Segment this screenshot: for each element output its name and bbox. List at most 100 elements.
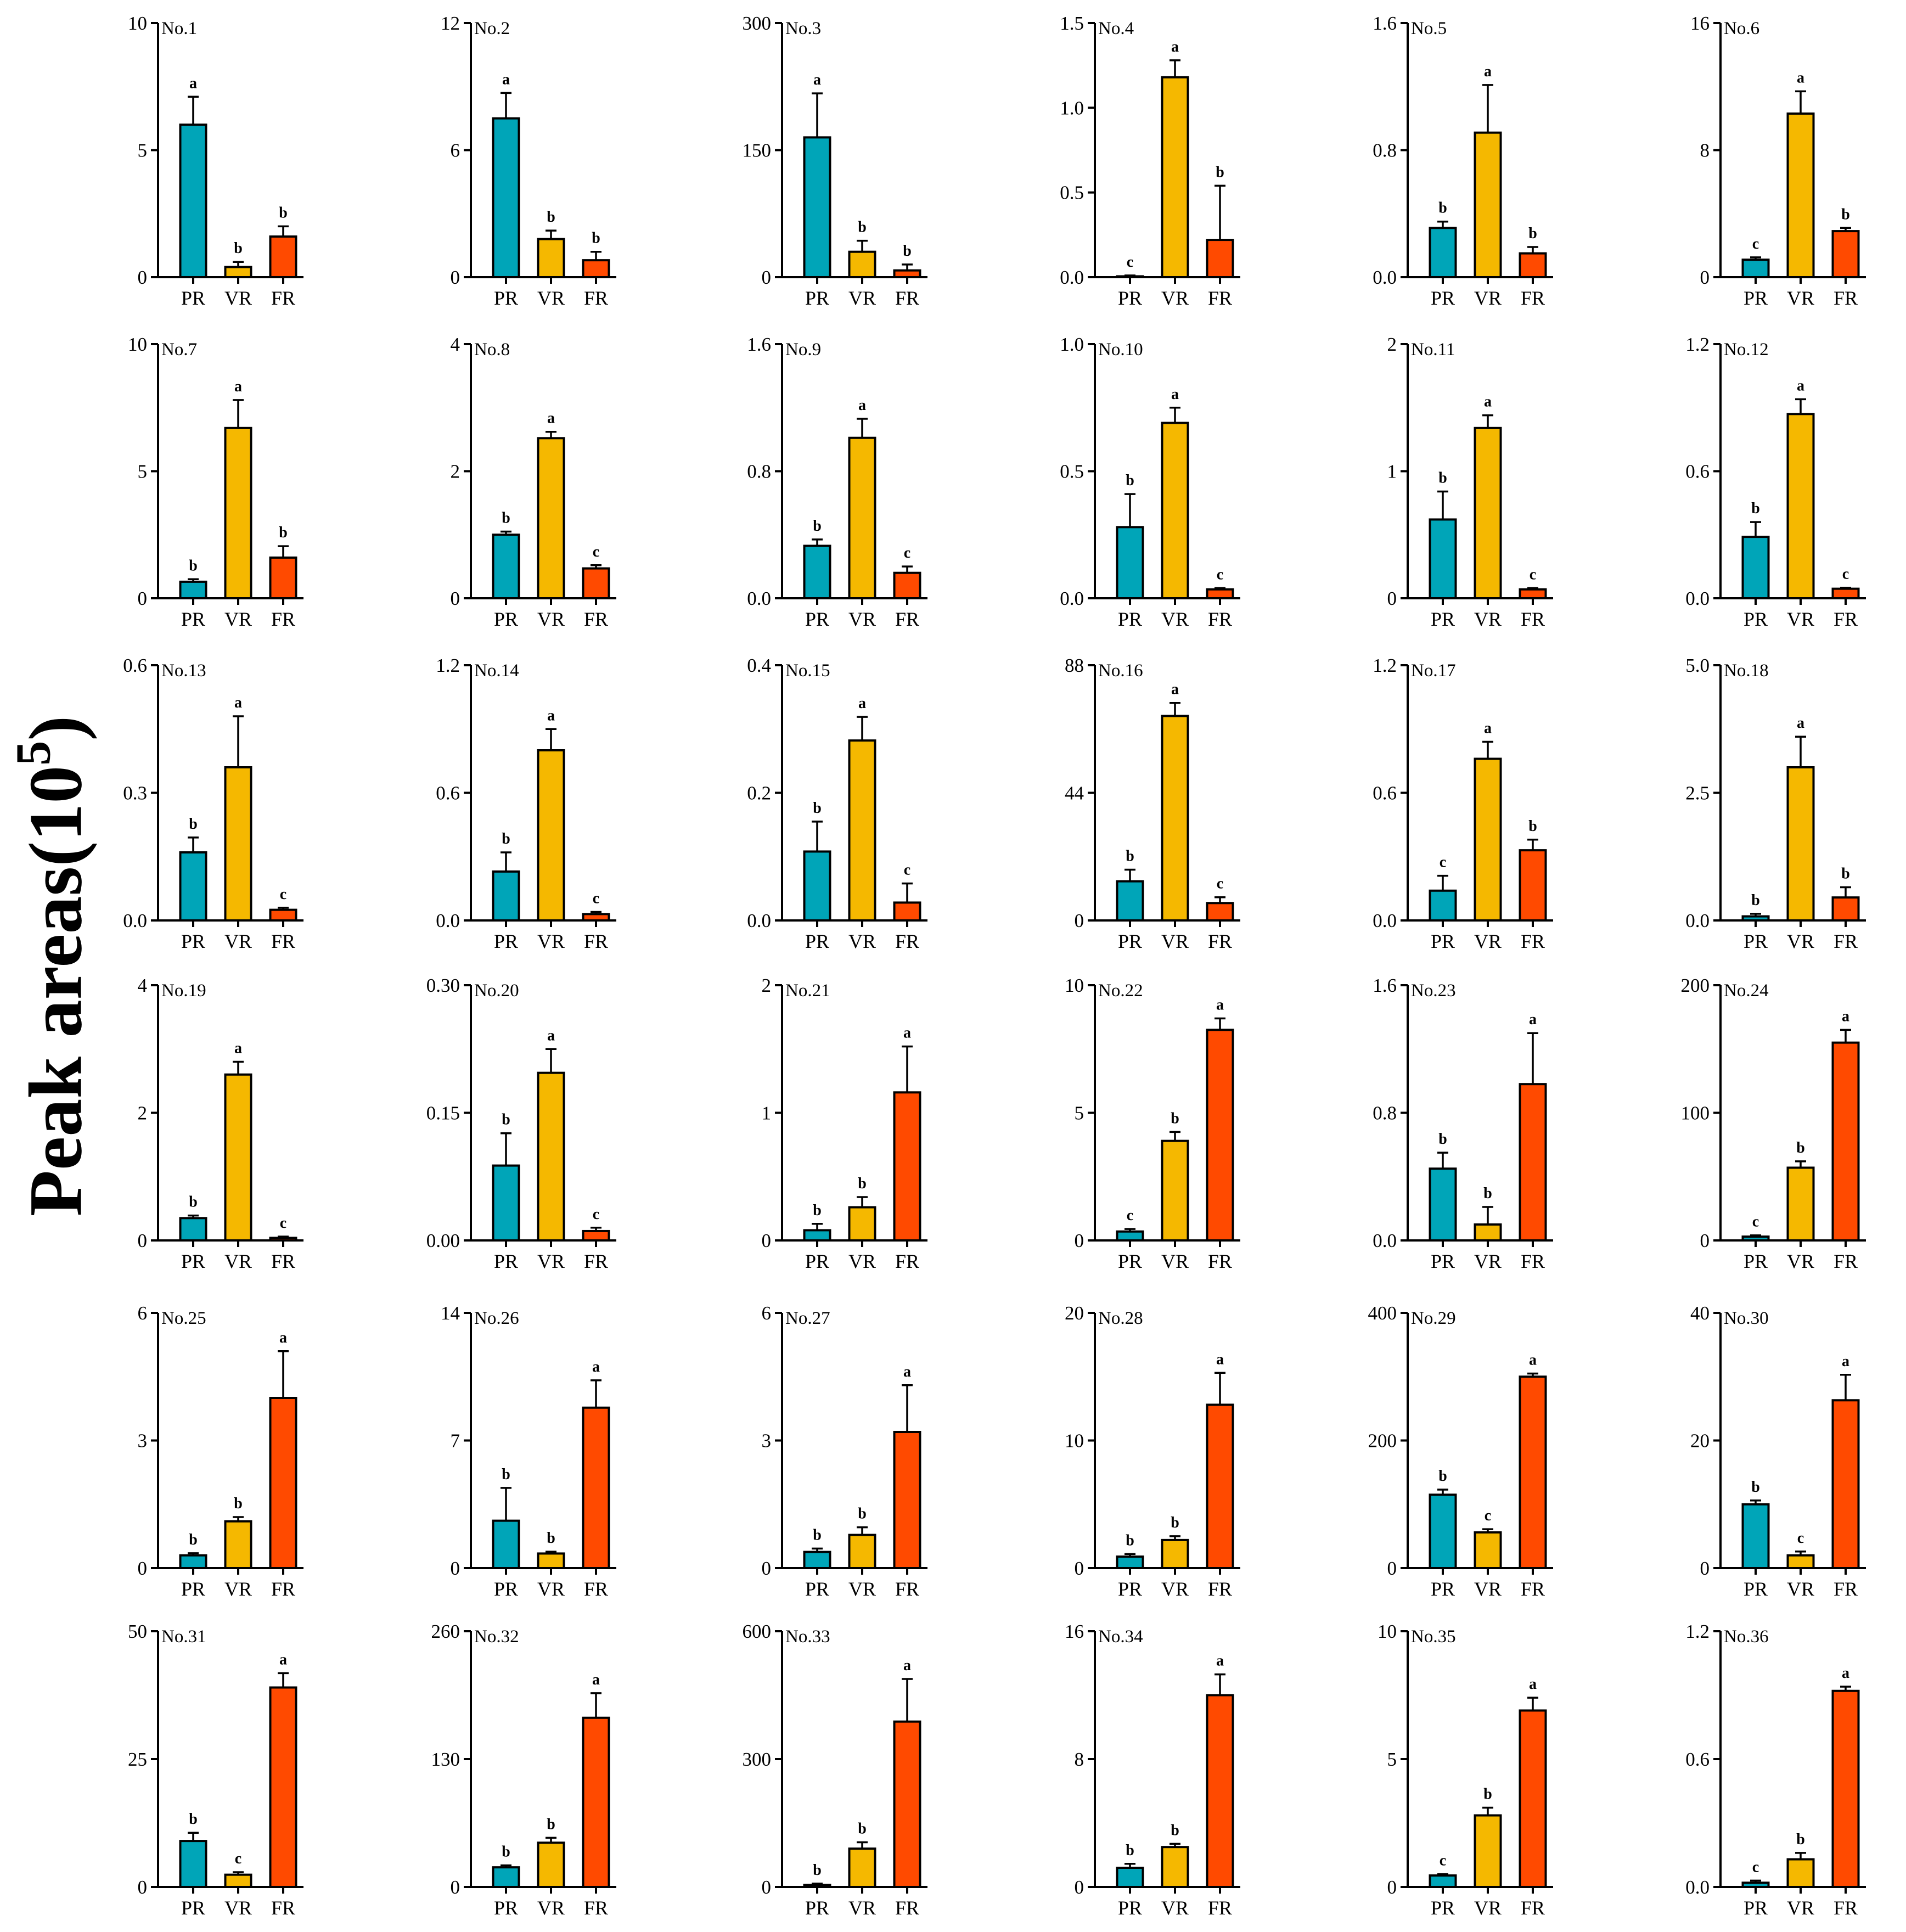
y-tick-label: 1 xyxy=(1387,461,1397,482)
chart-panel-33: 0 300 600 No.33 b PR b VR a FR xyxy=(743,1621,927,1919)
x-tick-label: FR xyxy=(1521,287,1545,309)
chart-panel-26: 0 7 14 No.26 b PR b VR a FR xyxy=(441,1302,616,1600)
y-tick-label: 0 xyxy=(1387,1877,1397,1898)
x-tick-label: PR xyxy=(1431,287,1455,309)
significance-letter: b xyxy=(1438,470,1447,487)
panel-title: No.30 xyxy=(1724,1308,1769,1328)
y-tick-label: 0.0 xyxy=(747,588,771,609)
y-tick-label: 0.15 xyxy=(426,1103,460,1124)
bar-vr xyxy=(537,1552,565,1569)
bar-pr xyxy=(1741,1235,1770,1242)
significance-letter: b xyxy=(279,524,288,541)
significance-letter: a xyxy=(858,695,866,712)
significance-letter: b xyxy=(1126,848,1134,865)
x-tick-label: PR xyxy=(1744,930,1768,952)
x-tick-label: FR xyxy=(584,930,608,952)
x-tick-label: VR xyxy=(537,608,565,630)
significance-letter: a xyxy=(1842,1665,1849,1682)
x-tick-label: PR xyxy=(181,1897,205,1919)
bar-fr xyxy=(1519,252,1547,278)
bar-fr xyxy=(1206,902,1234,922)
x-tick-label: PR xyxy=(494,1897,518,1919)
x-tick-label: PR xyxy=(494,608,518,630)
bar-fr xyxy=(1519,1083,1547,1242)
bar-fr xyxy=(1206,588,1234,600)
panel-title: No.31 xyxy=(161,1627,206,1647)
y-tick-label: 0.4 xyxy=(747,655,771,676)
y-tick-label: 1 xyxy=(762,1103,772,1124)
panel-title: No.17 xyxy=(1411,661,1456,681)
significance-letter: b xyxy=(1841,206,1850,223)
significance-letter: c xyxy=(1217,566,1223,583)
significance-letter: b xyxy=(1438,1131,1447,1148)
significance-letter: c xyxy=(1530,566,1536,583)
bar-pr xyxy=(1741,1882,1770,1889)
bar-vr xyxy=(1474,1531,1502,1569)
y-tick-label: 0 xyxy=(1387,588,1397,609)
x-tick-label: FR xyxy=(1208,287,1232,309)
x-tick-label: FR xyxy=(1208,930,1232,952)
x-tick-label: PR xyxy=(805,1250,829,1272)
x-tick-label: FR xyxy=(584,287,608,309)
bar-pr xyxy=(179,1217,207,1242)
significance-letter: a xyxy=(234,378,242,395)
x-tick-label: FR xyxy=(895,930,919,952)
significance-letter: a xyxy=(502,71,510,88)
bar-pr xyxy=(1429,227,1457,279)
y-tick-label: 3 xyxy=(762,1430,772,1452)
panel-title: No.20 xyxy=(474,981,519,1001)
significance-letter: b xyxy=(1171,1514,1179,1531)
significance-letter: b xyxy=(813,800,822,817)
y-tick-label: 0 xyxy=(138,1877,148,1898)
significance-letter: b xyxy=(547,1530,555,1547)
chart-panel-5: 0.0 0.8 1.6 No.5 b PR a VR b FR xyxy=(1373,13,1553,309)
x-tick-label: VR xyxy=(1787,1897,1814,1919)
x-tick-label: FR xyxy=(1521,1897,1545,1919)
x-tick-label: PR xyxy=(1431,930,1455,952)
significance-letter: b xyxy=(234,240,243,257)
panel-title: No.27 xyxy=(785,1308,830,1328)
significance-letter: a xyxy=(1171,38,1179,55)
y-tick-label: 0 xyxy=(762,1230,772,1251)
significance-letter: b xyxy=(1483,1185,1492,1202)
panel-title: No.7 xyxy=(161,340,197,360)
x-tick-label: VR xyxy=(1787,287,1814,309)
bar-pr xyxy=(492,117,520,278)
x-tick-label: FR xyxy=(895,1578,919,1600)
y-tick-label: 16 xyxy=(1065,1621,1084,1642)
x-tick-label: VR xyxy=(1787,930,1814,952)
significance-letter: b xyxy=(1438,200,1447,217)
x-tick-label: VR xyxy=(1161,287,1189,309)
bar-pr xyxy=(803,1229,831,1242)
significance-letter: a xyxy=(903,1025,911,1042)
y-tick-label: 0.6 xyxy=(123,655,147,676)
bar-pr xyxy=(492,1164,520,1242)
significance-letter: b xyxy=(189,1194,198,1211)
y-tick-label: 1.0 xyxy=(1060,334,1084,355)
y-tick-label: 3 xyxy=(138,1430,148,1452)
bar-vr xyxy=(1786,1858,1815,1888)
significance-letter: a xyxy=(858,397,866,414)
bar-vr xyxy=(1474,131,1502,278)
significance-letter: b xyxy=(189,557,198,574)
bar-vr xyxy=(1786,112,1815,278)
bar-pr xyxy=(1741,259,1770,279)
x-tick-label: FR xyxy=(271,1250,295,1272)
bar-fr xyxy=(893,1720,921,1888)
bar-pr xyxy=(1429,1874,1457,1889)
bar-vr xyxy=(1786,1554,1815,1569)
bar-fr xyxy=(582,259,610,278)
x-tick-label: FR xyxy=(1834,1578,1858,1600)
significance-letter: a xyxy=(903,1657,911,1674)
y-tick-label: 200 xyxy=(1681,975,1710,996)
panel-title: No.33 xyxy=(785,1627,830,1647)
bar-fr xyxy=(269,908,297,922)
y-tick-label: 0.0 xyxy=(747,910,771,931)
significance-letter: a xyxy=(189,75,197,92)
significance-letter: b xyxy=(502,1466,510,1483)
chart-panel-35: 0 5 10 No.35 c PR b VR a FR xyxy=(1378,1621,1553,1919)
chart-panel-21: 0 1 2 No.21 b PR b VR a FR xyxy=(762,975,927,1272)
y-tick-label: 0.0 xyxy=(1685,1877,1710,1898)
x-tick-label: VR xyxy=(848,608,876,630)
x-tick-label: PR xyxy=(1431,1250,1455,1272)
